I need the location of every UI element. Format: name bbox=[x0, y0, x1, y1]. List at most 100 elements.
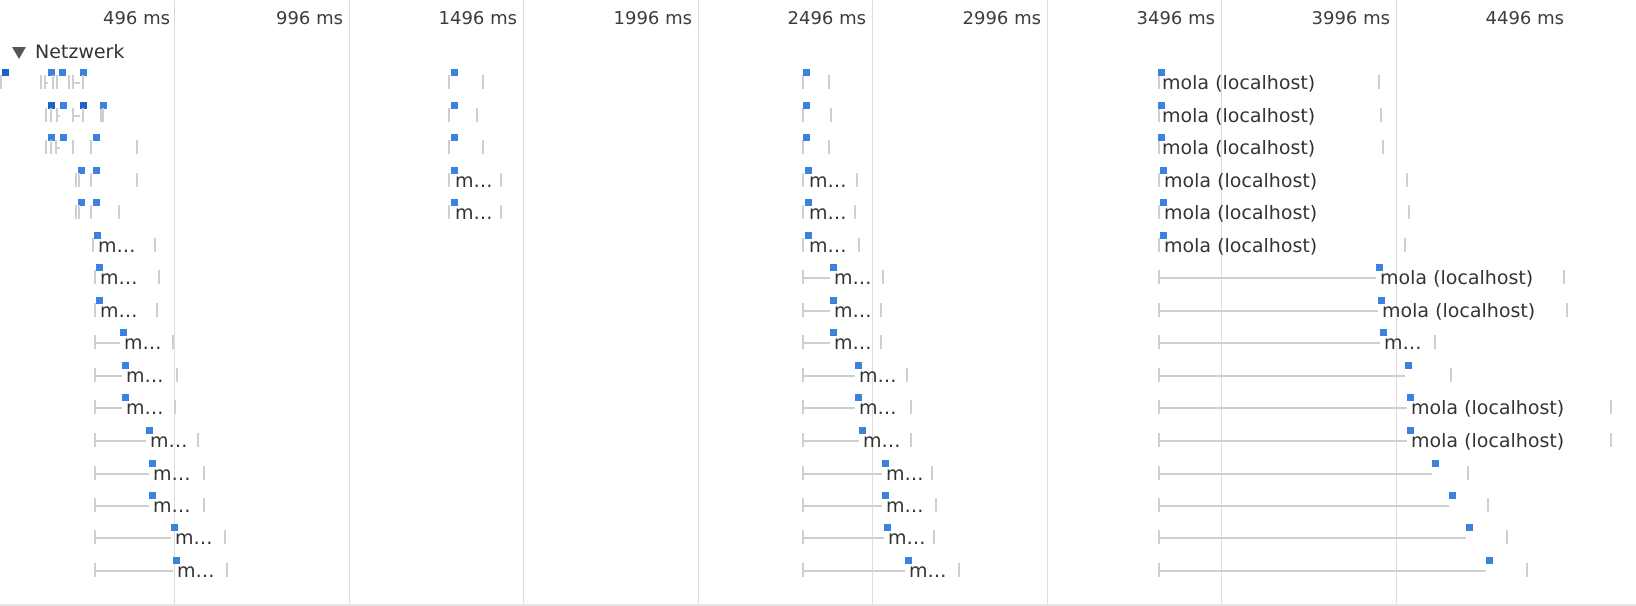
request-label: mola (localhost) bbox=[1411, 430, 1565, 452]
request-marker bbox=[1158, 134, 1165, 141]
request-end-tick bbox=[136, 173, 138, 187]
request-wait-line bbox=[94, 440, 146, 442]
request-end-tick bbox=[50, 108, 52, 122]
request-wait-line bbox=[802, 537, 884, 539]
request-end-tick bbox=[910, 433, 912, 447]
request-marker bbox=[96, 297, 103, 304]
request-marker bbox=[882, 460, 889, 467]
request-end-tick bbox=[1434, 335, 1436, 349]
panel-bottom-border bbox=[0, 604, 1636, 606]
request-marker bbox=[80, 102, 87, 109]
request-start-tick bbox=[802, 173, 804, 187]
request-end-tick bbox=[854, 205, 856, 219]
request-marker bbox=[59, 69, 66, 76]
request-marker bbox=[1486, 557, 1493, 564]
request-wait-line bbox=[94, 473, 149, 475]
request-marker bbox=[451, 102, 458, 109]
request-label: m… bbox=[888, 527, 926, 549]
request-marker bbox=[94, 232, 101, 239]
request-start-tick bbox=[802, 238, 804, 252]
request-start-tick bbox=[94, 270, 96, 284]
request-wait-line bbox=[94, 505, 149, 507]
request-marker bbox=[149, 460, 156, 467]
request-start-tick bbox=[75, 173, 77, 187]
request-marker bbox=[93, 167, 100, 174]
request-end-tick bbox=[154, 238, 156, 252]
request-end-tick bbox=[1506, 530, 1508, 544]
request-end-tick bbox=[1380, 108, 1382, 122]
request-wait-line bbox=[44, 82, 48, 84]
grid-line bbox=[1396, 0, 1397, 606]
request-marker bbox=[2, 69, 9, 76]
request-wait-line bbox=[1158, 570, 1486, 572]
request-start-tick bbox=[1158, 108, 1160, 122]
request-label: m… bbox=[126, 365, 164, 387]
request-end-tick bbox=[476, 108, 478, 122]
request-end-tick bbox=[118, 205, 120, 219]
request-marker bbox=[451, 69, 458, 76]
request-end-tick bbox=[1526, 563, 1528, 577]
request-start-tick bbox=[448, 108, 450, 122]
request-marker bbox=[96, 264, 103, 271]
request-end-tick bbox=[1610, 433, 1612, 447]
request-label: m… bbox=[1384, 332, 1422, 354]
ruler-tick-label: 3496 ms bbox=[1136, 8, 1215, 29]
request-end-tick bbox=[197, 433, 199, 447]
request-marker bbox=[120, 329, 127, 336]
request-marker bbox=[48, 69, 55, 76]
request-end-tick bbox=[78, 173, 80, 187]
request-marker bbox=[93, 134, 100, 141]
request-marker bbox=[830, 329, 837, 336]
request-start-tick bbox=[448, 173, 450, 187]
request-end-tick bbox=[958, 563, 960, 577]
request-start-tick bbox=[90, 140, 92, 154]
request-marker bbox=[803, 102, 810, 109]
network-track-title: Netzwerk bbox=[35, 41, 125, 63]
request-label: m… bbox=[859, 365, 897, 387]
request-label: m… bbox=[859, 397, 897, 419]
request-marker bbox=[1160, 232, 1167, 239]
request-end-tick bbox=[830, 108, 832, 122]
request-marker bbox=[805, 232, 812, 239]
expand-triangle-icon[interactable] bbox=[12, 47, 26, 59]
request-wait-line bbox=[1158, 407, 1407, 409]
network-track-header[interactable]: Netzwerk bbox=[12, 40, 124, 64]
request-wait-line bbox=[802, 440, 859, 442]
ruler-tick-label: 996 ms bbox=[276, 8, 343, 29]
request-wait-line bbox=[56, 115, 60, 117]
grid-line bbox=[349, 0, 350, 606]
request-end-tick bbox=[910, 400, 912, 414]
request-marker bbox=[1407, 394, 1414, 401]
request-marker bbox=[451, 199, 458, 206]
request-end-tick bbox=[1404, 238, 1406, 252]
request-marker bbox=[1158, 102, 1165, 109]
request-wait-line bbox=[802, 407, 855, 409]
request-wait-line bbox=[94, 537, 171, 539]
request-start-tick bbox=[45, 140, 47, 154]
request-marker bbox=[171, 524, 178, 531]
request-start-tick bbox=[448, 205, 450, 219]
request-label: mola (localhost) bbox=[1164, 170, 1318, 192]
request-wait-line bbox=[94, 342, 120, 344]
request-end-tick bbox=[828, 140, 830, 154]
request-wait-line bbox=[1158, 505, 1449, 507]
request-end-tick bbox=[68, 75, 70, 89]
request-marker bbox=[146, 427, 153, 434]
request-label: m… bbox=[834, 332, 872, 354]
request-end-tick bbox=[500, 205, 502, 219]
request-marker bbox=[78, 199, 85, 206]
request-marker bbox=[451, 134, 458, 141]
request-start-tick bbox=[802, 140, 804, 154]
request-start-tick bbox=[100, 108, 102, 122]
request-label: m… bbox=[126, 397, 164, 419]
request-marker bbox=[805, 199, 812, 206]
request-wait-line bbox=[72, 82, 80, 84]
request-marker bbox=[859, 427, 866, 434]
ruler-tick-label: 4496 ms bbox=[1485, 8, 1564, 29]
request-start-tick bbox=[0, 75, 2, 89]
request-label: mola (localhost) bbox=[1411, 397, 1565, 419]
request-marker bbox=[1378, 297, 1385, 304]
request-end-tick bbox=[500, 173, 502, 187]
request-end-tick bbox=[1610, 400, 1612, 414]
request-end-tick bbox=[858, 238, 860, 252]
